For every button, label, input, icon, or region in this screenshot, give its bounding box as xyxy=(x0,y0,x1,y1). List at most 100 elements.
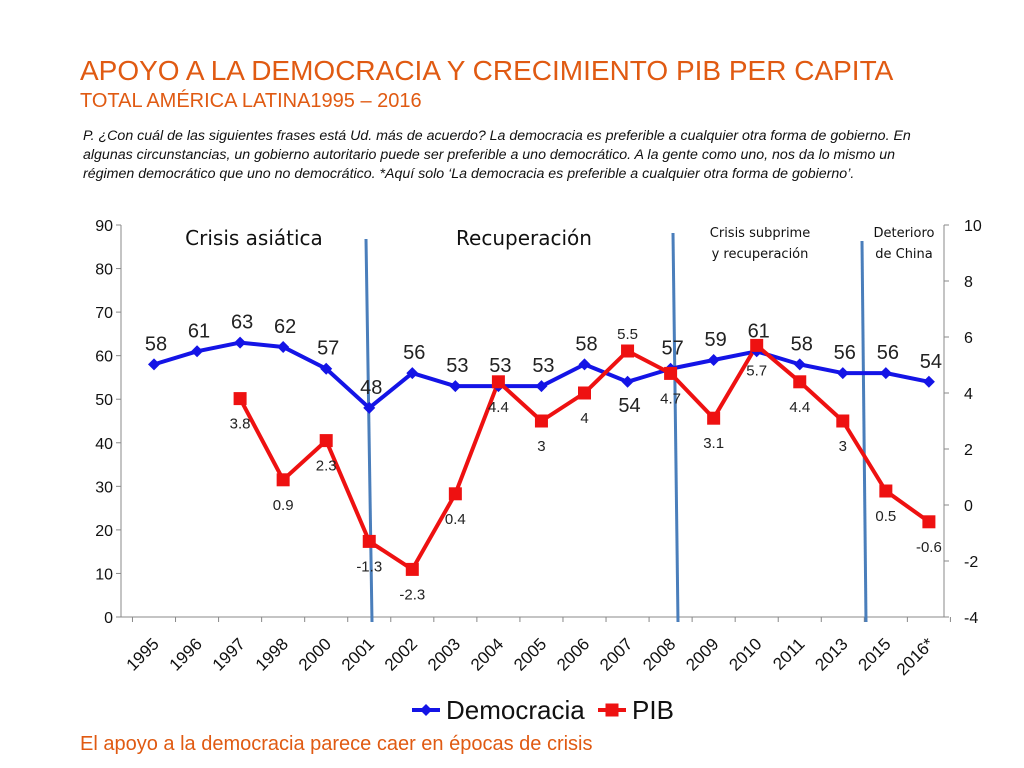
y-left-tick-label: 30 xyxy=(95,479,113,496)
period-label: Crisis asiática xyxy=(185,226,323,250)
democracia-data-label: 58 xyxy=(145,333,167,355)
x-tick-label: 2008 xyxy=(639,634,679,674)
democracia-data-label: 54 xyxy=(920,351,942,373)
x-tick-label: 2011 xyxy=(769,634,808,673)
democracia-data-label: 63 xyxy=(231,312,253,334)
y-left-tick-label: 20 xyxy=(95,523,113,540)
period-label: de China xyxy=(875,247,933,262)
democracia-point xyxy=(406,367,419,380)
pib-point xyxy=(491,375,505,389)
democracia-data-label: 58 xyxy=(791,333,813,355)
x-tick-label: 1998 xyxy=(252,634,292,674)
pib-point xyxy=(707,411,721,425)
democracia-data-label: 56 xyxy=(877,342,899,364)
period-label: Deterioro xyxy=(873,226,934,241)
pib-point xyxy=(879,484,893,498)
slide-footer: El apoyo a la democracia parece caer en … xyxy=(80,733,593,755)
democracia-data-label: 61 xyxy=(188,320,210,342)
democracia-data-label: 54 xyxy=(618,395,640,417)
y-right-tick-label: 8 xyxy=(964,274,973,291)
y-left-tick-label: 40 xyxy=(95,436,113,453)
pib-data-label: 3.1 xyxy=(703,435,724,452)
x-tick-label: 2016* xyxy=(893,634,938,679)
democracia-data-label: 57 xyxy=(661,338,683,360)
x-tick-label: 2015 xyxy=(854,634,894,674)
democracia-point xyxy=(191,345,204,358)
pib-data-label: 4.4 xyxy=(488,399,509,416)
democracia-data-label: 48 xyxy=(360,377,382,399)
period-divider-line xyxy=(671,232,680,623)
chart-legend: Democracia PIB xyxy=(412,695,674,725)
period-divider-line xyxy=(364,238,374,623)
x-tick-labels: 1995 1996 1997 1998 2000 2001 2002 2003 2004 2005… xyxy=(123,634,938,679)
y-left-tick-label: 80 xyxy=(95,262,113,279)
x-tick-label: 2013 xyxy=(811,634,851,674)
democracia-data-label: 53 xyxy=(446,355,468,377)
pib-data-label: 4.4 xyxy=(789,399,810,416)
chart-series: 58 61 63 62 57 48 56 53 53 53 58 54 57 59 61 58 56 56 54 3.… xyxy=(145,312,942,604)
pib-point xyxy=(922,515,936,529)
pib-point xyxy=(621,344,635,358)
period-dividers xyxy=(364,232,868,623)
period-divider-line xyxy=(860,240,868,623)
democracia-point xyxy=(578,358,591,371)
chart-axes: 0 10 20 30 40 50 60 70 80 90 -4 -2 0 2 4 6 8 10 xyxy=(95,218,982,627)
democracia-point xyxy=(793,358,806,371)
x-tick-label: 2007 xyxy=(596,634,636,674)
legend-label-pib: PIB xyxy=(632,695,674,725)
democracia-data-label: 53 xyxy=(489,355,511,377)
x-tick-label: 2004 xyxy=(467,634,507,674)
y-right-tick-label: 0 xyxy=(964,498,973,515)
democracia-point xyxy=(449,380,462,393)
period-labels: Crisis asiática Recuperación Crisis subpri… xyxy=(185,226,934,262)
x-tick-label: 2006 xyxy=(553,634,593,674)
series-line-pib xyxy=(238,343,931,572)
democracia-data-label: 58 xyxy=(575,333,597,355)
y-left-tick-label: 90 xyxy=(95,218,113,235)
democracia-data-label: 62 xyxy=(274,316,296,338)
democracia-point xyxy=(234,336,247,349)
y-left-tick-label: 60 xyxy=(95,349,113,366)
democracia-data-label: 56 xyxy=(403,342,425,364)
x-tick-label: 2001 xyxy=(338,634,378,674)
y-left-tick-label: 10 xyxy=(95,566,113,583)
democracia-data-label: 57 xyxy=(317,338,339,360)
legend-label-democracia: Democracia xyxy=(446,695,585,725)
pib-data-label: -1.3 xyxy=(356,558,382,575)
y-right-tick-label: -4 xyxy=(964,610,978,627)
y-right-tick-label: 6 xyxy=(964,330,973,347)
pib-data-label: 3 xyxy=(537,438,545,455)
legend-marker-pib xyxy=(605,703,619,717)
pib-point xyxy=(836,414,850,428)
pib-data-label: 5.5 xyxy=(617,326,638,343)
y-left-tick-label: 50 xyxy=(95,392,113,409)
pib-data-label: -0.6 xyxy=(916,539,942,556)
pib-point xyxy=(448,487,462,501)
y-left-tick-label: 0 xyxy=(104,610,113,627)
pib-point xyxy=(664,366,678,380)
period-label: y recuperación xyxy=(712,247,809,262)
democracia-point xyxy=(535,380,548,393)
pib-data-label: 2.3 xyxy=(316,458,337,475)
democracia-point xyxy=(320,362,333,375)
pib-point xyxy=(793,375,807,389)
pib-data-label: 3 xyxy=(839,438,847,455)
y-right-tick-label: -2 xyxy=(964,554,978,571)
pib-point xyxy=(362,534,376,548)
democracia-point xyxy=(363,401,376,414)
democracia-data-label: 56 xyxy=(834,342,856,364)
democracia-point xyxy=(879,367,892,380)
period-label: Crisis subprime xyxy=(710,226,810,241)
pib-data-label: -2.3 xyxy=(399,586,425,603)
democracia-point xyxy=(707,354,720,367)
democracia-point xyxy=(277,340,290,353)
pib-data-label: 0.4 xyxy=(445,511,466,528)
x-tick-label: 2003 xyxy=(424,634,464,674)
x-tick-label: 2009 xyxy=(682,634,722,674)
x-tick-label: 2010 xyxy=(725,634,765,674)
pib-point xyxy=(319,434,333,448)
pib-data-label: 4.7 xyxy=(660,390,681,407)
x-tick-label: 1996 xyxy=(166,634,206,674)
period-label: Recuperación xyxy=(456,226,592,250)
